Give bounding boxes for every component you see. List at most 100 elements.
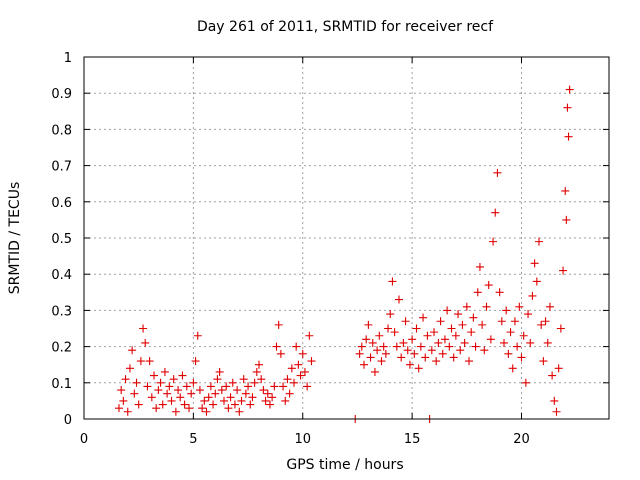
y-tick-label: 0.9 [51, 87, 72, 102]
data-point [473, 288, 482, 297]
data-point [561, 186, 570, 195]
data-point [563, 103, 572, 112]
data-point [117, 386, 126, 395]
data-point [423, 331, 432, 340]
data-point [250, 378, 259, 387]
data-point [390, 328, 399, 337]
data-point [257, 375, 266, 384]
y-tick-label: 0.2 [51, 341, 72, 356]
y-tick-label: 0.3 [51, 304, 72, 319]
data-point [220, 396, 228, 405]
data-point [537, 320, 546, 329]
data-point [364, 320, 373, 329]
data-point [187, 389, 196, 398]
y-tick-label: 0.6 [51, 196, 72, 211]
data-point [519, 331, 528, 340]
data-point [143, 382, 152, 391]
data-point [530, 259, 539, 268]
data-point [370, 367, 379, 376]
data-point [136, 357, 145, 366]
data-point [399, 338, 408, 347]
data-point [456, 346, 465, 355]
x-tick-label: 20 [513, 432, 530, 447]
data-point [550, 396, 559, 405]
x-tick-label: 5 [189, 432, 197, 447]
y-axis-label: SRMTID / TECUs [7, 182, 23, 295]
data-point [152, 404, 161, 413]
data-point [467, 328, 476, 337]
data-point [440, 335, 449, 344]
y-tick-label: 0.8 [51, 123, 72, 138]
data-point [395, 295, 403, 304]
data-point [191, 357, 200, 366]
y-tick-label: 0.1 [51, 377, 72, 392]
data-point [502, 306, 511, 315]
data-point [213, 375, 222, 384]
data-point [147, 393, 156, 402]
data-point [419, 313, 428, 322]
data-point [239, 375, 248, 384]
data-point [458, 320, 467, 329]
data-point [259, 386, 268, 395]
data-point [545, 302, 554, 311]
data-point [128, 346, 137, 355]
data-point [178, 371, 187, 380]
data-point [292, 342, 301, 351]
data-point [388, 277, 397, 286]
data-point [445, 342, 454, 351]
data-point [401, 317, 410, 326]
data-point [506, 328, 515, 337]
data-point [430, 328, 438, 337]
data-point [543, 338, 552, 347]
data-point [296, 371, 305, 380]
data-point [287, 364, 296, 373]
data-point [416, 342, 425, 351]
data-point [526, 338, 535, 347]
data-point [449, 353, 458, 362]
data-point [460, 338, 469, 347]
data-point [392, 342, 401, 351]
data-point [228, 378, 237, 387]
data-point [145, 357, 154, 366]
data-point [200, 396, 209, 405]
data-point [270, 382, 279, 391]
y-tick-label: 0.4 [51, 268, 72, 283]
data-point [167, 396, 176, 405]
data-point [475, 262, 484, 271]
data-point [174, 386, 183, 395]
grid-lines [84, 57, 609, 419]
data-point [237, 396, 246, 405]
data-point [123, 407, 132, 416]
data-point [521, 378, 530, 387]
data-point [285, 389, 294, 398]
data-point [303, 382, 312, 391]
data-point [500, 338, 508, 347]
data-point [443, 306, 452, 315]
data-point [209, 400, 218, 409]
data-point [384, 324, 393, 333]
data-point [486, 335, 495, 344]
data-point [125, 364, 134, 373]
data-point [377, 357, 386, 366]
data-point [515, 302, 524, 311]
data-point [202, 407, 211, 416]
data-point [480, 346, 489, 355]
data-point [513, 342, 522, 351]
data-point [176, 393, 185, 402]
data-point [373, 346, 382, 355]
data-point [489, 237, 498, 246]
data-point [211, 389, 220, 398]
data-point [182, 382, 191, 391]
data-point [217, 386, 226, 395]
data-point [412, 324, 421, 333]
data-point [478, 320, 487, 329]
data-point [434, 338, 443, 347]
data-point [497, 317, 506, 326]
data-point [357, 342, 366, 351]
data-point [368, 338, 377, 347]
data-point [559, 266, 568, 275]
data-point [226, 393, 235, 402]
data-point [510, 317, 519, 326]
data-point [185, 404, 193, 413]
